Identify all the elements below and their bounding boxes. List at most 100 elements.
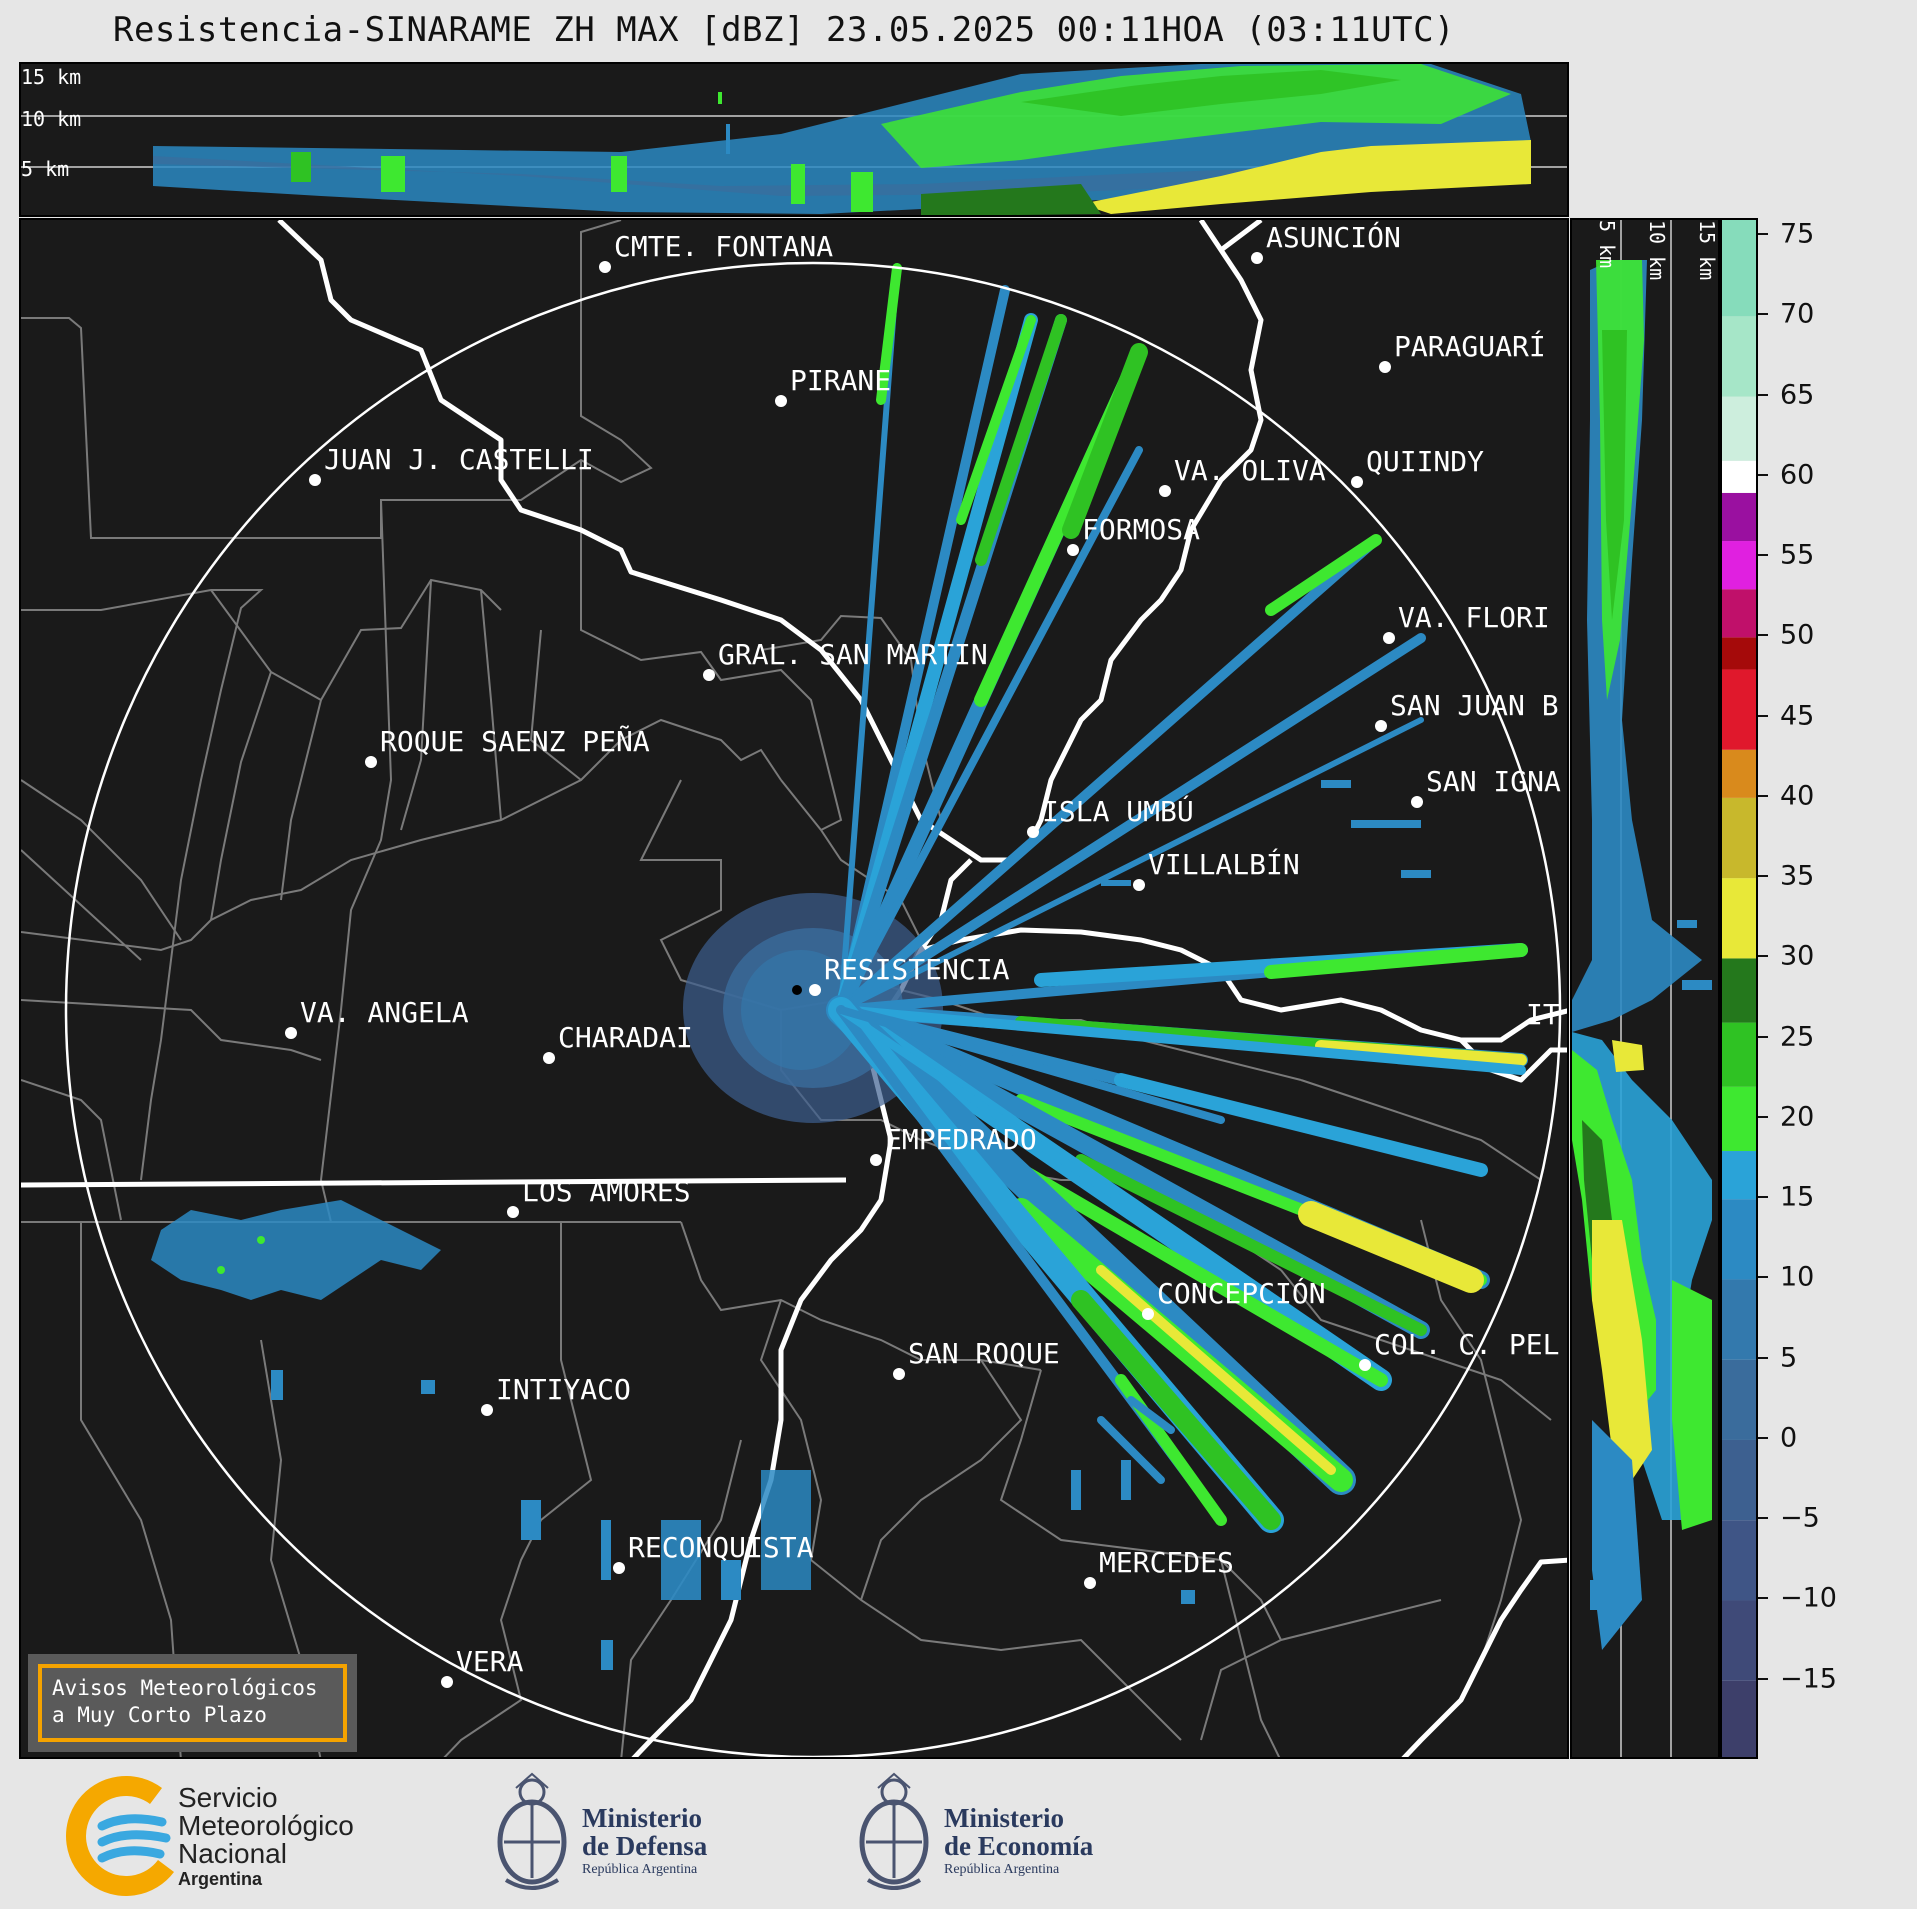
colorbar-tick	[1758, 1597, 1768, 1600]
colorbar	[1720, 218, 1758, 1759]
coat-of-arms-icon	[859, 1772, 929, 1890]
city-paraguari: PARAGUARÍ	[1379, 329, 1546, 373]
colorbar-band	[1722, 878, 1756, 959]
svg-text:SAN ROQUE: SAN ROQUE	[908, 1337, 1060, 1370]
colorbar-band	[1722, 220, 1756, 317]
top-echo-band	[153, 64, 1531, 215]
colorbar-band	[1722, 1086, 1756, 1152]
city-concepcion: CONCEPCIÓN	[1142, 1276, 1326, 1320]
svg-text:GRAL. SAN MARTIN: GRAL. SAN MARTIN	[718, 638, 988, 671]
colorbar-tick-label: 65	[1780, 379, 1815, 411]
colorbar-tick-label: 35	[1780, 860, 1815, 892]
colorbar-tick-label: 20	[1780, 1101, 1815, 1133]
city-gral-san-martin: GRAL. SAN MARTIN	[703, 638, 988, 681]
coat-of-arms-icon	[497, 1772, 567, 1890]
colorbar-band	[1722, 1022, 1756, 1087]
logo-footer: Servicio Meteorológico Nacional Argentin…	[0, 1762, 1917, 1909]
svg-text:SAN JUAN B: SAN JUAN B	[1390, 689, 1559, 722]
svg-text:FORMOSA: FORMOSA	[1082, 513, 1200, 546]
colorbar-tick-label: 0	[1780, 1422, 1798, 1454]
colorbar-bands	[1722, 220, 1756, 1757]
city-vera: VERA	[441, 1645, 524, 1688]
colorbar-tick-label: 50	[1780, 619, 1815, 651]
colorbar-tick	[1758, 1356, 1768, 1359]
colorbar-band	[1722, 958, 1756, 1023]
svg-text:VA. FLORI: VA. FLORI	[1398, 601, 1550, 634]
colorbar-tick-label: 30	[1780, 940, 1815, 972]
colorbar-tick	[1758, 955, 1768, 958]
svg-text:COL. C. PEL: COL. C. PEL	[1374, 1328, 1559, 1361]
colorbar-tick-label: 70	[1780, 298, 1815, 330]
colorbar-tick-label: 75	[1780, 218, 1815, 250]
colorbar-tick-label: 10	[1780, 1261, 1815, 1293]
side-height-label-15km: 15 km	[1695, 220, 1719, 280]
colorbar-band	[1722, 541, 1756, 590]
colorbar-tick	[1758, 313, 1768, 316]
svg-text:RECONQUISTA: RECONQUISTA	[628, 1531, 814, 1564]
economia-line-1: Ministerio	[944, 1803, 1064, 1833]
colorbar-tick	[1758, 473, 1768, 476]
top-cross-section-plot: 15 km 10 km 5 km	[21, 64, 1567, 215]
svg-text:CONCEPCIÓN: CONCEPCIÓN	[1157, 1276, 1326, 1310]
city-col-c-pel: COL. C. PEL	[1359, 1328, 1559, 1371]
colorbar-band	[1722, 669, 1756, 750]
colorbar-band	[1722, 396, 1756, 461]
colorbar-tick-label: −15	[1780, 1663, 1837, 1695]
department-boundaries	[21, 220, 1552, 1757]
warning-box-inner: Avisos Meteorológicos a Muy Corto Plazo	[38, 1664, 347, 1742]
colorbar-tick	[1758, 1115, 1768, 1118]
economia-line-2: de Economía	[944, 1831, 1094, 1861]
radar-site-marker	[792, 985, 802, 995]
colorbar-tick-label: 40	[1780, 780, 1815, 812]
svg-text:INTIYACO: INTIYACO	[496, 1373, 631, 1406]
colorbar-tick	[1758, 1436, 1768, 1439]
smn-line-1: Servicio	[178, 1782, 278, 1813]
colorbar-band	[1722, 1520, 1756, 1601]
colorbar-tick	[1758, 1196, 1768, 1199]
svg-text:CHARADAI: CHARADAI	[558, 1021, 693, 1054]
colorbar-tick	[1758, 233, 1768, 236]
height-label-5km: 5 km	[21, 157, 69, 181]
colorbar-axis: 75 70 65 60 55 50 45 40 35 30 25 20 15 10 5 0 −5 −10 −15	[1758, 218, 1878, 1759]
colorbar-band	[1722, 460, 1756, 493]
city-it: IT	[1526, 998, 1560, 1031]
colorbar-tick	[1758, 1035, 1768, 1038]
colorbar-band	[1722, 637, 1756, 670]
city-cmte-fontana: CMTE. FONTANA	[599, 230, 833, 273]
svg-text:PIRANE: PIRANE	[790, 364, 891, 397]
defensa-line-2: de Defensa	[582, 1831, 708, 1861]
defensa-line-3: República Argentina	[582, 1862, 698, 1877]
svg-text:JUAN J. CASTELLI: JUAN J. CASTELLI	[324, 443, 594, 476]
colorbar-tick	[1758, 875, 1768, 878]
city-mercedes: MERCEDES	[1084, 1546, 1234, 1589]
city-san-igna: SAN IGNA	[1411, 765, 1561, 808]
colorbar-band	[1722, 316, 1756, 397]
colorbar-tick	[1758, 1276, 1768, 1279]
chart-title: Resistencia-SINARAME ZH MAX [dBZ] 23.05.…	[112, 10, 1456, 50]
colorbar-tick-label: 25	[1780, 1021, 1815, 1053]
colorbar-band	[1722, 1600, 1756, 1681]
city-empedrado: EMPEDRADO	[870, 1123, 1037, 1166]
svg-text:VA. ANGELA: VA. ANGELA	[300, 996, 469, 1029]
colorbar-tick	[1758, 393, 1768, 396]
colorbar-band	[1722, 1439, 1756, 1521]
city-asuncion: ASUNCIÓN	[1251, 220, 1401, 264]
side-echo-band	[1572, 260, 1712, 1650]
city-va-flori: VA. FLORI	[1383, 601, 1550, 644]
svg-text:LOS AMORES: LOS AMORES	[522, 1175, 691, 1208]
city-roque-saenz-pena: ROQUE SAENZ PEÑA	[365, 724, 650, 768]
side-height-label-5km: 5 km	[1595, 220, 1619, 268]
svg-text:RESISTENCIA: RESISTENCIA	[824, 953, 1010, 986]
city-pirane: PIRANE	[775, 364, 891, 407]
smn-line-4: Argentina	[178, 1869, 263, 1889]
warning-line-1: Avisos Meteorológicos	[52, 1676, 318, 1700]
colorbar-tick	[1758, 554, 1768, 557]
colorbar-tick-label: −5	[1780, 1502, 1820, 1534]
city-villalbin: VILLALBÍN	[1133, 847, 1300, 891]
colorbar-band	[1722, 1151, 1756, 1200]
svg-text:VA. OLIVA: VA. OLIVA	[1174, 454, 1326, 487]
city-va-oliva: VA. OLIVA	[1159, 454, 1326, 497]
defensa-logo: Ministerio de Defensa República Argentin…	[492, 1762, 792, 1909]
economia-logo: Ministerio de Economía República Argenti…	[854, 1762, 1154, 1909]
colorbar-band	[1722, 1359, 1756, 1440]
